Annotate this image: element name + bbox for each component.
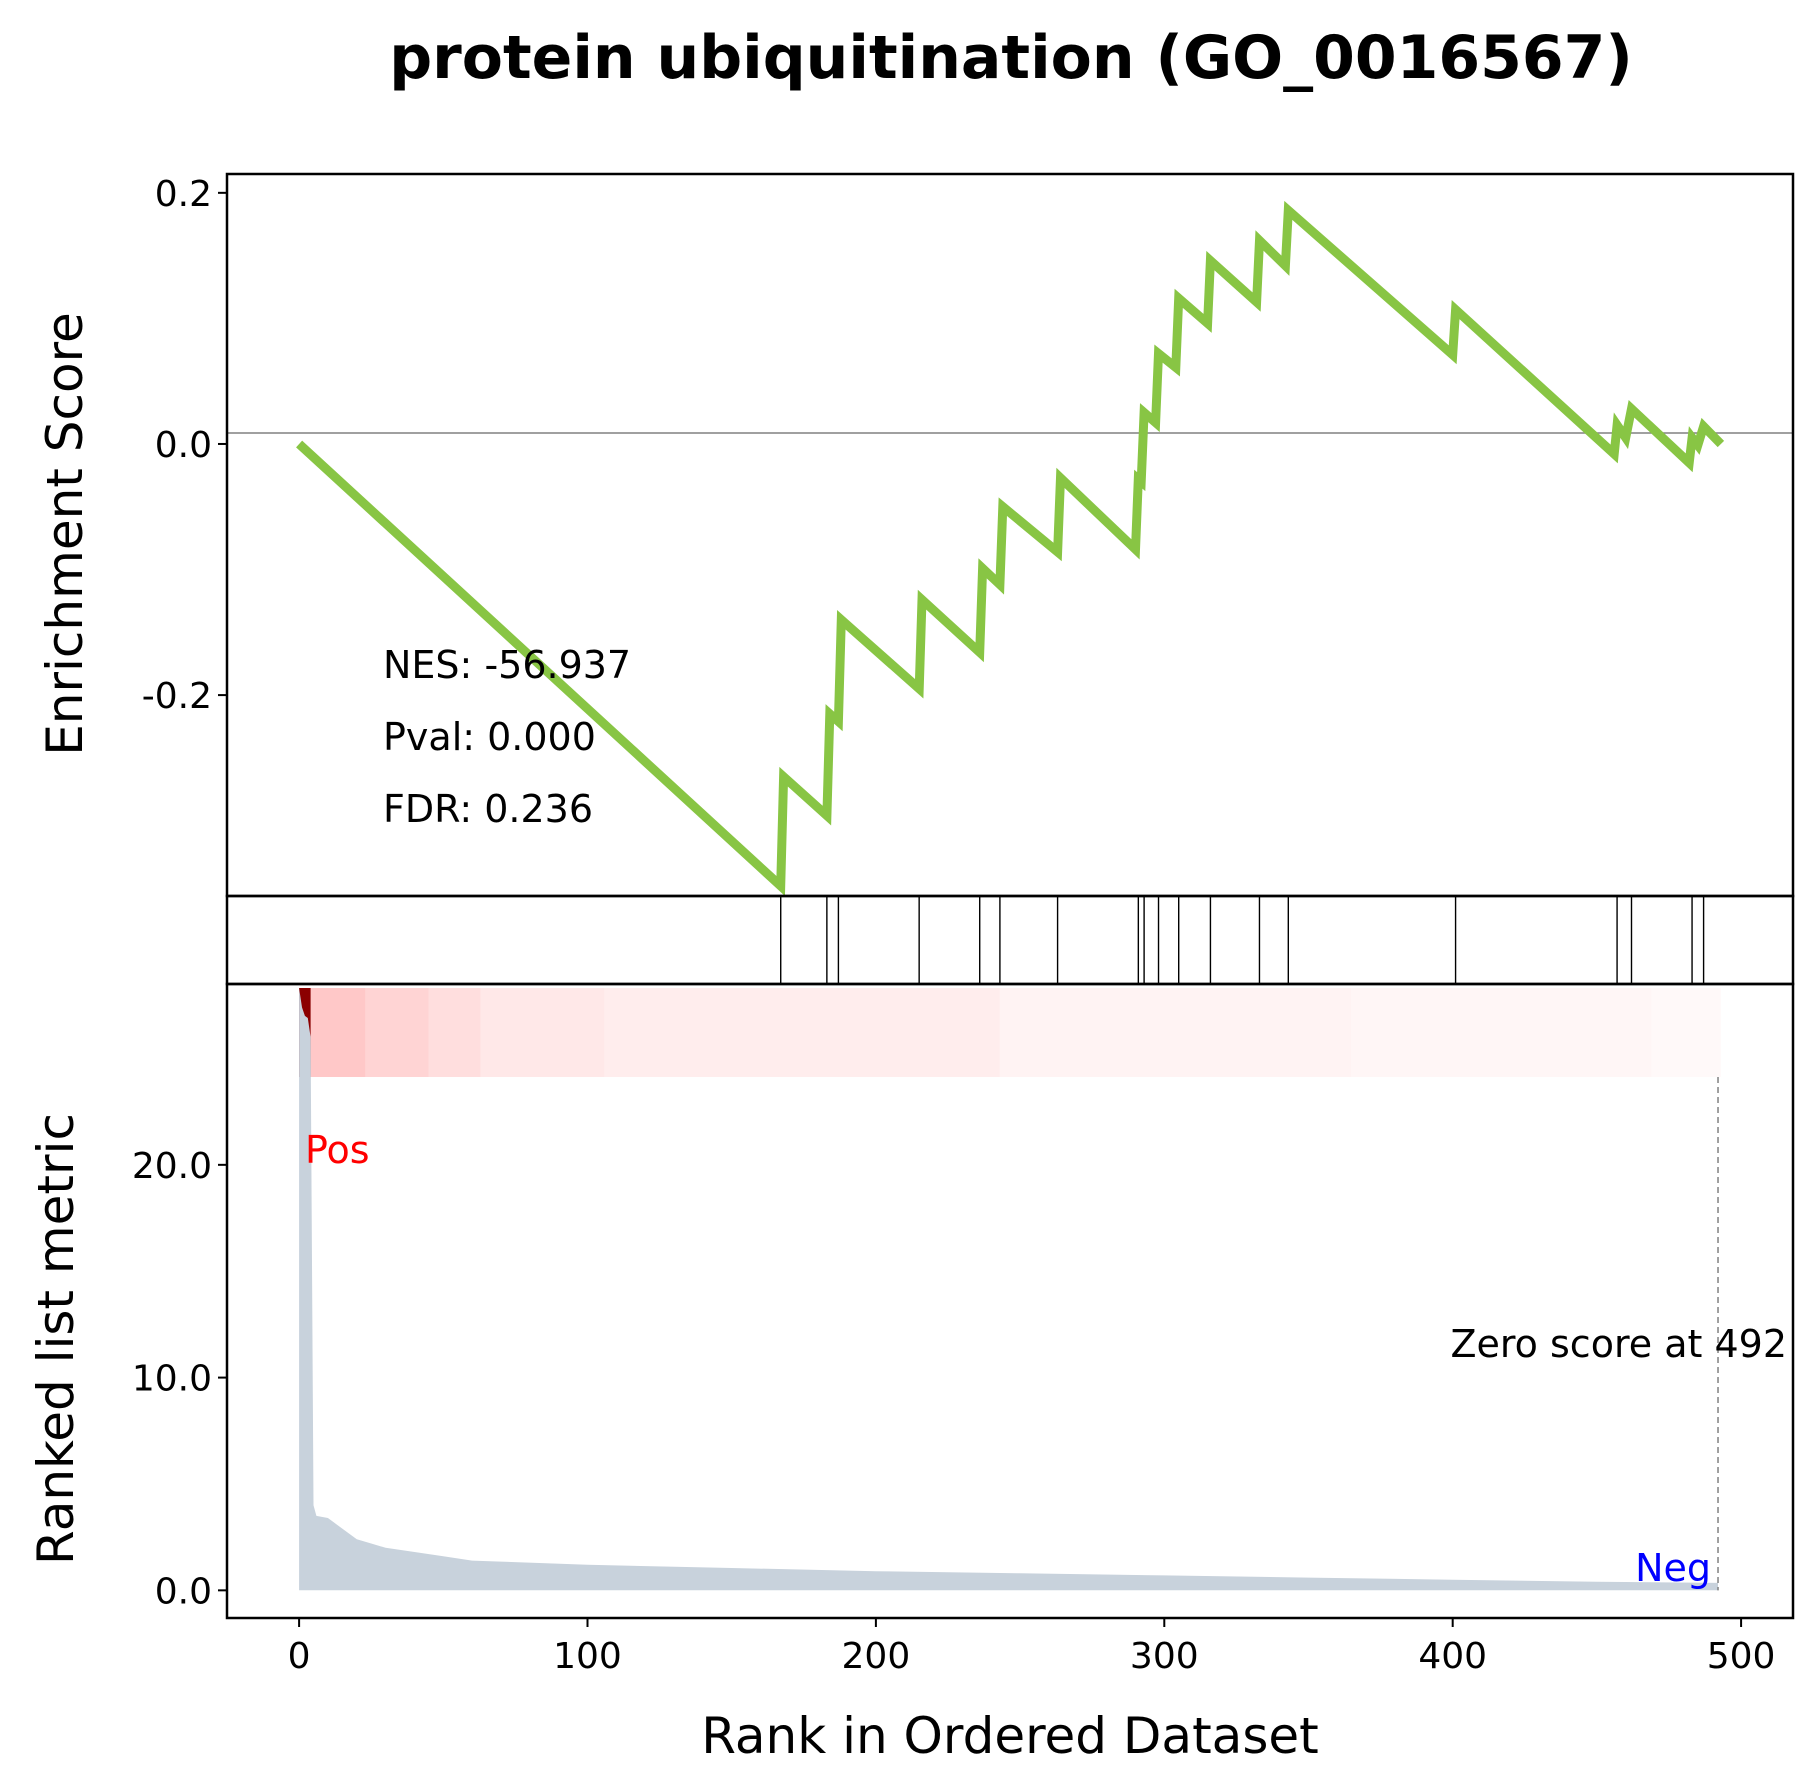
heat-band-segment (604, 988, 1000, 1077)
enrichment-score-line (296, 200, 1725, 896)
heat-band-segment (428, 988, 481, 1077)
top-y-tick-label: 0.2 (155, 174, 212, 215)
top-y-tick-label: 0.0 (155, 425, 212, 466)
x-axis-label: Rank in Ordered Dataset (701, 1707, 1318, 1765)
enrichment-score-panel: 0.2 0.0 -0.2 NES: -56.937 Pval: 0.000 FDR:… (36, 172, 1795, 898)
x-tick-label: 200 (842, 1636, 911, 1677)
bottom-panel-frame (225, 982, 1795, 1620)
top-y-tick-label: -0.2 (142, 676, 212, 717)
pval-annotation: Pval: 0.000 (383, 715, 596, 759)
bottom-y-tick-label: 0.0 (155, 1571, 212, 1612)
heat-band-segment (999, 988, 1352, 1077)
top-y-ticks: 0.2 0.0 -0.2 (142, 174, 227, 717)
fdr-annotation: FDR: 0.236 (383, 787, 593, 831)
ranked-metric-panel: Pos Neg Zero score at 492 0.0 10.0 20.0 Ra… (27, 982, 1795, 1620)
bottom-y-tick-label: 10.0 (132, 1359, 212, 1400)
x-ticks: 0 100 200 300 400 500 (288, 1618, 1776, 1677)
x-tick-label: 100 (553, 1636, 622, 1677)
bottom-y-ticks: 0.0 10.0 20.0 (132, 1146, 227, 1612)
x-tick-label: 300 (1130, 1636, 1199, 1677)
chart-title: protein ubiquitination (GO_0016567) (389, 23, 1633, 93)
heat-band-segment (310, 988, 366, 1077)
heat-band-segment (1651, 988, 1721, 1077)
pos-label: Pos (305, 1128, 370, 1172)
heat-band-segment (480, 988, 605, 1077)
nes-annotation: NES: -56.937 (383, 643, 631, 687)
top-y-axis-label: Enrichment Score (36, 312, 94, 756)
heat-band-segment (1351, 988, 1652, 1077)
neg-label: Neg (1635, 1546, 1711, 1590)
hit-lines (780, 896, 1705, 984)
x-tick-label: 500 (1707, 1636, 1776, 1677)
bottom-y-axis-label: Ranked list metric (27, 1113, 85, 1565)
bottom-y-tick-label: 20.0 (132, 1146, 212, 1187)
zero-score-label: Zero score at 492 (1450, 1322, 1787, 1366)
x-tick-label: 400 (1418, 1636, 1487, 1677)
x-tick-label: 0 (288, 1636, 311, 1677)
heat-band-segment (365, 988, 429, 1077)
rank-heat-band (299, 988, 1721, 1077)
